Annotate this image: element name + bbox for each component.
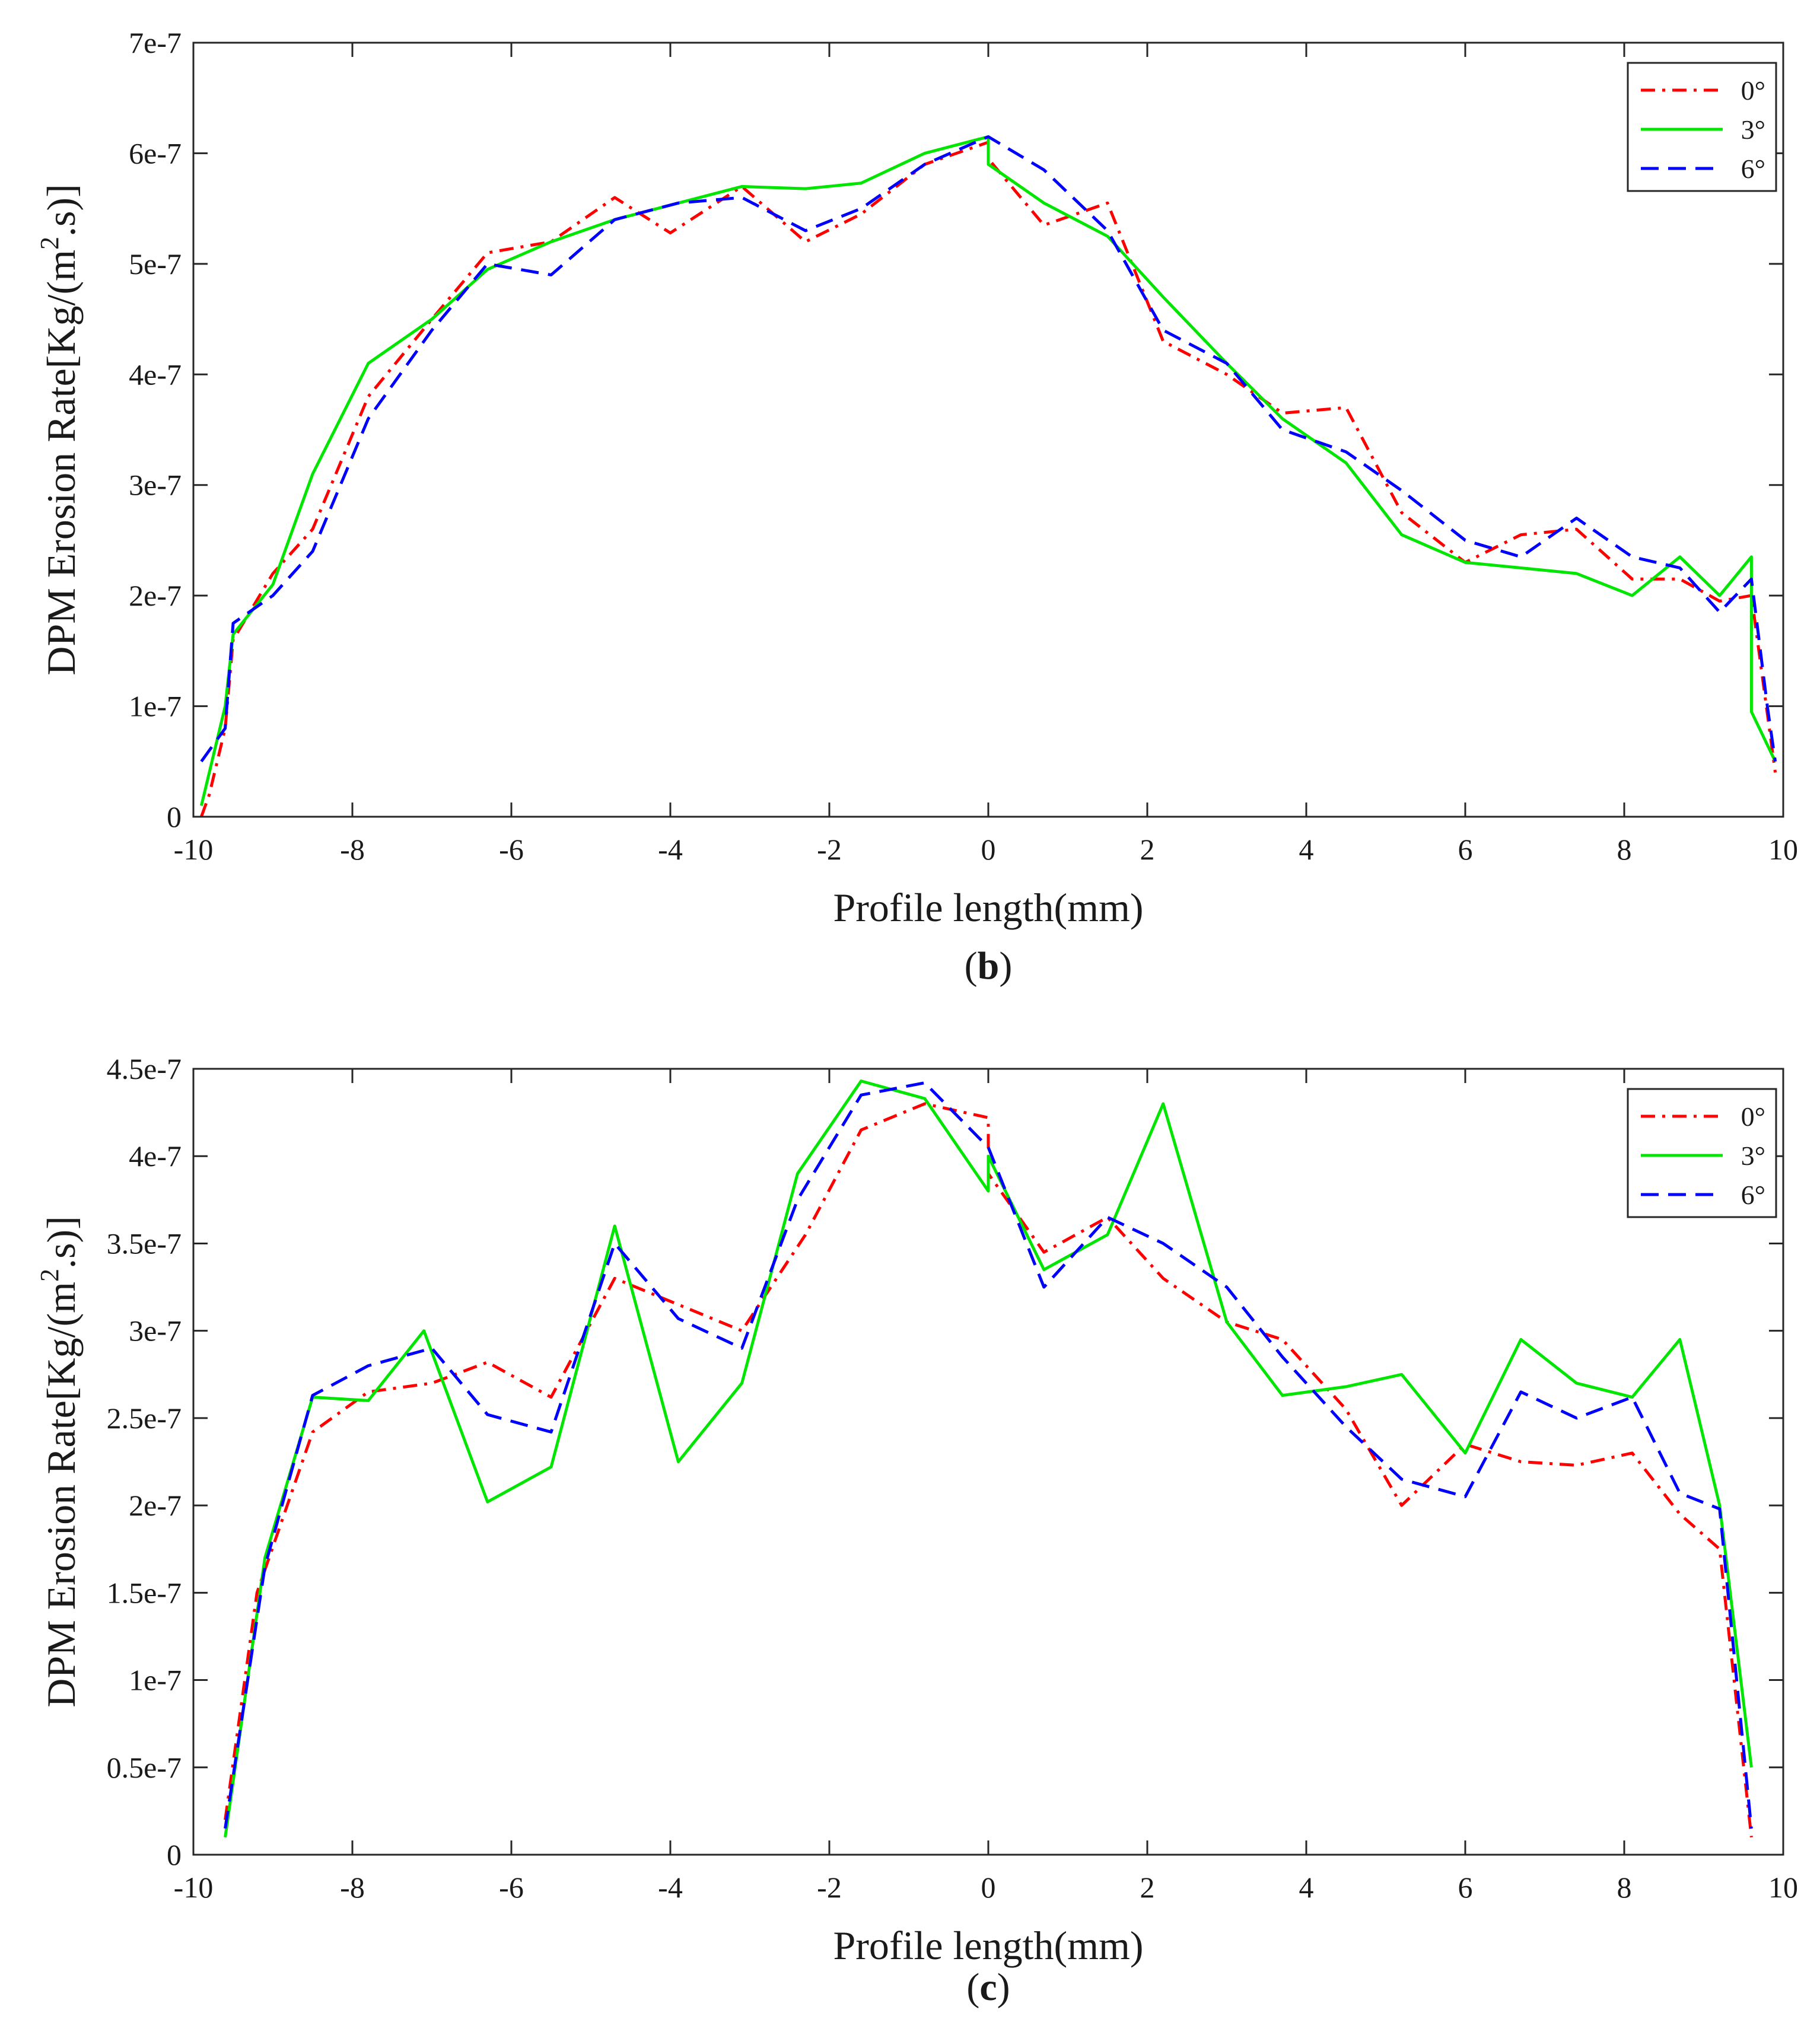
y-tick-label: 1e-7: [129, 690, 182, 723]
legend-label-1: 3°: [1741, 1141, 1765, 1171]
y-axis-label-sup: 2: [35, 1269, 64, 1282]
series-line-1: [199, 135, 1777, 806]
y-tick-label: 3e-7: [129, 1314, 182, 1348]
y-axis-label-end: .s)]: [39, 184, 84, 237]
y-tick-label: 7e-7: [129, 26, 182, 59]
y-tick-label: 2e-7: [129, 579, 182, 612]
y-axis-label-main: DPM Erosion Rate[Kg/(m: [39, 1282, 84, 1708]
series-line-1: [224, 1079, 1753, 1838]
x-tick-label: -10: [174, 833, 214, 866]
caption-close: ): [999, 944, 1012, 988]
y-axis-label-sup: 2: [35, 237, 64, 250]
caption-open: (: [965, 944, 978, 988]
series-group: [199, 135, 1777, 817]
x-tick-label: 10: [1768, 1871, 1798, 1904]
y-tick-label: 0: [167, 800, 182, 833]
panel-caption: (b): [965, 944, 1013, 988]
x-tick-label: 6: [1458, 1871, 1473, 1904]
legend-label-2: 6°: [1741, 1180, 1765, 1210]
y-tick-label: 4e-7: [129, 358, 182, 391]
x-tick-label: -6: [499, 833, 524, 866]
y-tick-label: 2e-7: [129, 1489, 182, 1522]
y-tick-label: 0.5e-7: [107, 1751, 182, 1784]
x-tick-label: -4: [658, 833, 683, 866]
y-axis-label: DPM Erosion Rate[Kg/(m2.s)]: [35, 1216, 84, 1707]
x-tick-label: 8: [1617, 1871, 1632, 1904]
series-line-2: [200, 135, 1777, 763]
x-tick-label: -8: [340, 1871, 365, 1904]
x-tick-label: -4: [658, 1871, 683, 1904]
chart-panel-b: -10 -8 -6 -4 -2 0 2 4 6 8 10 0 1e-7 2e-7 3e-7 4e-7 5e-7 6…: [35, 26, 1798, 988]
legend-label-0: 0°: [1741, 75, 1765, 106]
x-tick-label: 10: [1768, 833, 1798, 866]
chart-panel-c: -10 -8 -6 -4 -2 0 2 4 6 8 10 0 0.5e-7 1e-7 1.5e-7 2e-7 2…: [35, 1052, 1798, 2009]
y-axis-label-end: .s)]: [39, 1216, 84, 1269]
x-tick-label: 0: [981, 833, 996, 866]
y-axis-label-main: DPM Erosion Rate[Kg/(m: [39, 250, 84, 676]
legend: 0° 3° 6°: [1627, 62, 1777, 192]
x-tick-label: 0: [981, 1871, 996, 1904]
x-tick-label: -6: [499, 1871, 524, 1904]
y-tick-label: 1e-7: [129, 1664, 182, 1697]
caption-open: (: [966, 1966, 979, 2009]
y-axis-label: DPM Erosion Rate[Kg/(m2.s)]: [35, 184, 84, 675]
x-tick-label: 2: [1140, 1871, 1155, 1904]
legend: 0° 3° 6°: [1627, 1088, 1777, 1218]
legend-label-0: 0°: [1741, 1101, 1765, 1132]
x-tick-label: 4: [1299, 1871, 1314, 1904]
y-tick-label: 6e-7: [129, 136, 182, 170]
y-tick-label: 3.5e-7: [107, 1227, 182, 1260]
x-tick-label: 4: [1299, 833, 1314, 866]
x-tick-label: 2: [1140, 833, 1155, 866]
x-tick-label: -8: [340, 833, 365, 866]
legend-label-1: 3°: [1741, 114, 1765, 145]
legend-label-2: 6°: [1741, 154, 1765, 184]
y-tick-label: 4e-7: [129, 1139, 182, 1173]
x-tick-label: -10: [174, 1871, 214, 1904]
series-line-0: [224, 1102, 1753, 1838]
y-tick-label: 5e-7: [129, 247, 182, 281]
x-tick-label: 6: [1458, 833, 1473, 866]
y-tick-label: 4.5e-7: [107, 1052, 182, 1085]
series-line-2: [224, 1081, 1753, 1829]
x-axis-label: Profile length(mm): [833, 885, 1143, 930]
series-line-0: [200, 141, 1777, 817]
y-tick-label: 2.5e-7: [107, 1402, 182, 1435]
x-tick-label: -2: [817, 1871, 842, 1904]
y-tick-label: 3e-7: [129, 469, 182, 502]
caption-letter: c: [979, 1966, 997, 2009]
y-tick-label: 1.5e-7: [107, 1576, 182, 1609]
series-group: [224, 1079, 1753, 1838]
y-tick-label: 0: [167, 1838, 182, 1871]
caption-close: ): [997, 1966, 1010, 2009]
panel-caption: (c): [966, 1966, 1010, 2009]
x-axis-label: Profile length(mm): [833, 1923, 1143, 1968]
x-tick-label: -2: [817, 833, 842, 866]
x-tick-label: 8: [1617, 833, 1632, 866]
caption-letter: b: [978, 944, 1000, 988]
